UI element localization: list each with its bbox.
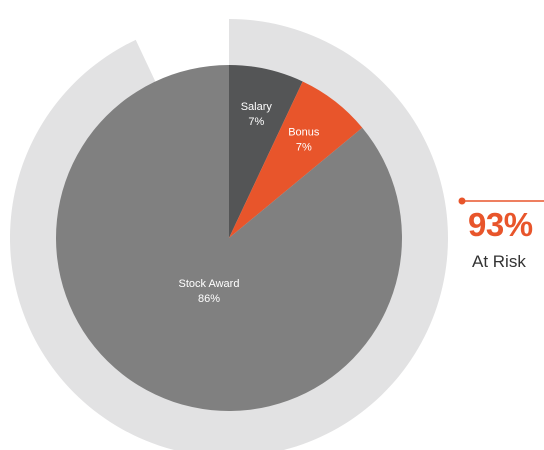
slice-label-stock-award: Stock Award xyxy=(179,278,240,290)
callout-dot xyxy=(458,197,466,205)
at-risk-percentage: 93% xyxy=(468,206,533,243)
callout-line-layer xyxy=(458,197,544,205)
pie-slice-salary xyxy=(229,65,303,238)
slice-label-salary: Salary xyxy=(241,101,273,113)
slice-value-stock-award: 86% xyxy=(198,293,220,305)
pie-slice-bonus xyxy=(229,81,363,239)
slice-layer xyxy=(55,65,402,412)
slice-value-salary: 7% xyxy=(248,116,264,128)
pie-slice-stock-award xyxy=(55,65,402,412)
slice-value-bonus: 7% xyxy=(296,142,312,154)
slice-label-bonus: Bonus xyxy=(288,127,320,139)
at-risk-label: At Risk xyxy=(472,252,526,271)
slice-label-layer: Salary 7% Bonus 7% Stock Award 86% xyxy=(179,101,320,305)
